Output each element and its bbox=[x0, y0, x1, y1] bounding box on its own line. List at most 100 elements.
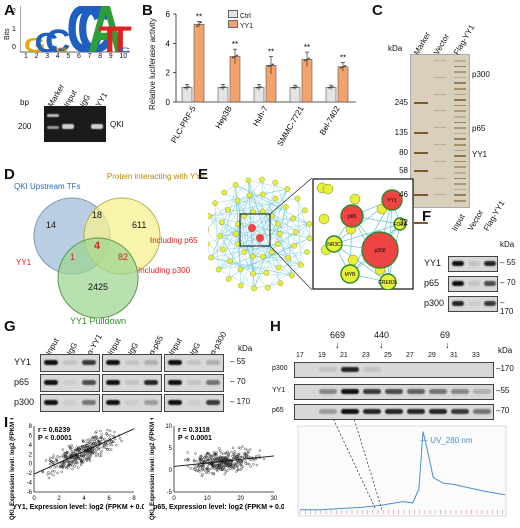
scatter-point bbox=[115, 444, 118, 447]
venn-n-only1: 14 bbox=[46, 220, 57, 230]
network-node bbox=[208, 227, 209, 232]
network-edge bbox=[219, 179, 263, 237]
chart-b-point bbox=[304, 59, 306, 62]
wb-g-band bbox=[144, 400, 158, 405]
network-node bbox=[272, 179, 279, 186]
scatter-point bbox=[230, 450, 233, 454]
chrom-legend: — UV_280 nm bbox=[420, 436, 473, 445]
wb-h-kda: –70 bbox=[496, 406, 510, 415]
scatter-fit-line bbox=[173, 455, 275, 467]
network-edge bbox=[288, 251, 308, 259]
scatter-point bbox=[255, 455, 258, 458]
network-edge bbox=[210, 200, 238, 258]
scatter-point bbox=[108, 443, 111, 446]
chart-b-point bbox=[198, 23, 200, 26]
panel-label-g: G bbox=[4, 318, 16, 335]
scatter-point bbox=[209, 458, 213, 462]
chart-b-point bbox=[224, 86, 226, 88]
scatter-point bbox=[204, 459, 207, 463]
scatter-point bbox=[222, 452, 225, 456]
network-node bbox=[293, 229, 299, 235]
scatter-point bbox=[239, 447, 242, 450]
wb-h-band bbox=[473, 389, 491, 394]
scatter-point bbox=[83, 446, 86, 449]
scatter-point bbox=[193, 459, 196, 463]
scatter-point bbox=[110, 443, 113, 447]
chart-b-point bbox=[188, 86, 190, 88]
gel-c-marker-band bbox=[414, 132, 428, 134]
network-edge bbox=[222, 184, 236, 250]
network-node bbox=[250, 208, 256, 215]
scatter-point bbox=[72, 451, 75, 455]
chromatogram bbox=[297, 418, 507, 517]
chart-b-point bbox=[268, 65, 270, 68]
wb-g-blot bbox=[164, 354, 224, 372]
network-node bbox=[218, 219, 225, 226]
scatter-point bbox=[184, 458, 187, 462]
scatter-point bbox=[55, 459, 59, 463]
network-edge bbox=[224, 192, 278, 245]
gel-c-lane-band bbox=[434, 76, 446, 78]
scatter-point bbox=[86, 455, 89, 458]
network-edge bbox=[262, 211, 279, 268]
network-edge bbox=[237, 200, 254, 274]
network-node bbox=[217, 233, 223, 239]
scatter-point bbox=[79, 446, 82, 449]
wb-g-band bbox=[44, 380, 58, 385]
venn-n-13: 1 bbox=[70, 252, 76, 262]
scatter-point bbox=[202, 464, 206, 468]
network-edge bbox=[208, 215, 301, 265]
network-edge bbox=[271, 215, 310, 225]
network-node bbox=[220, 246, 226, 253]
wb-g-row-label: p65 bbox=[14, 377, 30, 387]
chrom-frame bbox=[297, 425, 507, 517]
scatter-point bbox=[240, 467, 243, 470]
venn-diagram bbox=[33, 197, 161, 319]
network-node bbox=[251, 285, 257, 292]
scatter-point bbox=[75, 448, 78, 452]
wb-g-band bbox=[125, 360, 139, 365]
scatter-point bbox=[226, 450, 229, 453]
network-edge bbox=[248, 180, 281, 284]
scatter-point bbox=[100, 433, 104, 436]
scatter-point bbox=[218, 447, 221, 450]
scatter-point bbox=[79, 463, 83, 467]
network-node-label: p300 bbox=[374, 248, 385, 254]
scatter-point bbox=[187, 457, 190, 461]
scatter-point bbox=[47, 476, 51, 480]
scatter-point bbox=[205, 451, 209, 455]
scatter-point bbox=[72, 460, 75, 463]
chart-b-point bbox=[344, 65, 346, 67]
gel-c-lane-band bbox=[454, 121, 466, 124]
scatter-point bbox=[198, 460, 202, 463]
wb-g-blot bbox=[164, 394, 224, 412]
scatter-point bbox=[73, 465, 76, 468]
scatter-point bbox=[212, 458, 215, 462]
scatter-point bbox=[99, 436, 102, 439]
network-node bbox=[277, 280, 284, 287]
scatter-point bbox=[207, 468, 211, 471]
wb-g-band bbox=[82, 360, 96, 365]
wb-h-band bbox=[429, 409, 447, 414]
scatter-point bbox=[100, 449, 103, 453]
scatter-point bbox=[195, 459, 199, 463]
network-node bbox=[250, 253, 256, 260]
network-node bbox=[221, 189, 227, 196]
logo-xtick: 9 bbox=[108, 53, 113, 60]
network-node bbox=[234, 197, 241, 204]
wb-h-blot bbox=[294, 404, 494, 420]
scatter-point bbox=[209, 467, 213, 471]
scatter-point bbox=[225, 464, 228, 467]
network-node bbox=[275, 264, 282, 271]
network-zoom-node bbox=[393, 217, 407, 231]
wb-f-band bbox=[468, 261, 480, 266]
scatter-point bbox=[103, 446, 107, 450]
chart-b-point bbox=[306, 58, 308, 61]
venn-set3-label: YY1 Pulldown bbox=[70, 316, 127, 326]
scatter-point bbox=[258, 449, 261, 452]
scatter-point bbox=[207, 471, 210, 474]
network-edge bbox=[211, 257, 292, 276]
network-edge bbox=[244, 252, 255, 289]
scatter-point bbox=[246, 448, 249, 452]
network-zoom-node bbox=[361, 231, 399, 269]
